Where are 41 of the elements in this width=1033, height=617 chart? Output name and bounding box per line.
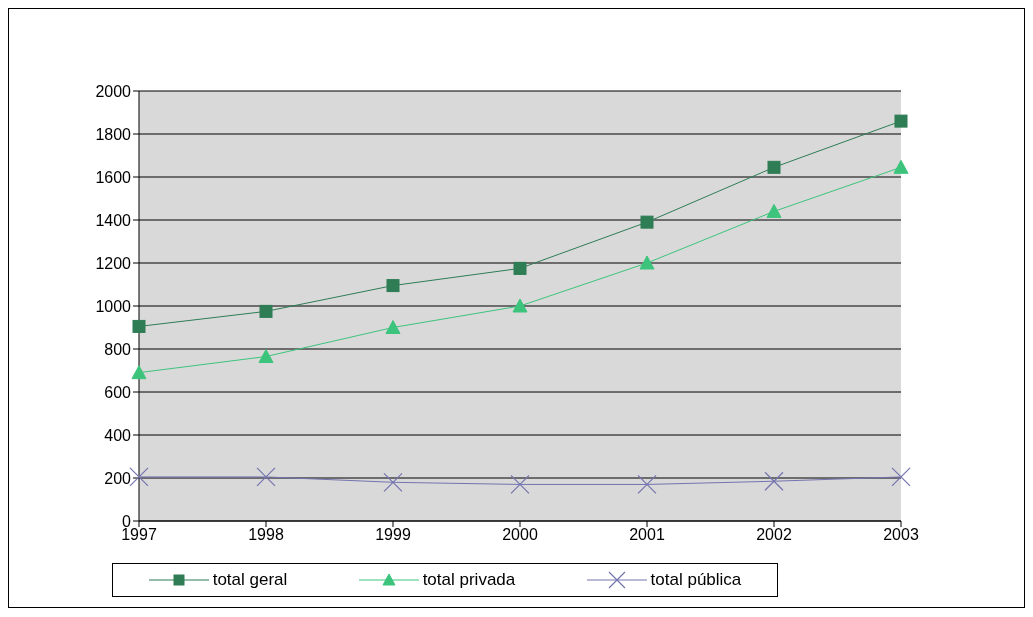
y-tick-label: 1400: [95, 211, 132, 229]
x-tick-label: 2001: [629, 526, 665, 544]
point: [766, 203, 782, 218]
legend-label: total pública: [650, 570, 742, 590]
point: [640, 215, 654, 229]
point: [386, 279, 400, 293]
point: [639, 255, 655, 270]
point: [385, 320, 401, 334]
legend-label: total privada: [422, 570, 516, 590]
x-tick-label: 2002: [756, 526, 792, 544]
point: [894, 114, 908, 128]
point: [259, 304, 273, 318]
y-tick-label: 1000: [95, 297, 132, 315]
x-tick-label: 2003: [883, 526, 919, 544]
point: [767, 160, 781, 174]
x-tick-label: 1998: [248, 526, 284, 544]
point: [510, 474, 530, 495]
point: [891, 467, 911, 487]
point: [893, 159, 909, 174]
point: [764, 471, 784, 491]
point: [512, 298, 528, 313]
point: [131, 365, 147, 380]
point: [256, 467, 276, 487]
y-tick-label: 600: [104, 383, 132, 401]
x-tick-label: 1999: [375, 526, 411, 544]
y-tick-label: 1600: [95, 168, 132, 186]
point: [637, 474, 657, 495]
y-tick-label: 800: [104, 340, 132, 358]
point: [383, 472, 403, 492]
point: [132, 319, 146, 333]
point: [513, 261, 527, 275]
y-tick-label: 400: [104, 426, 132, 444]
x-tick-label: 2000: [502, 526, 538, 544]
y-tick-label: 1200: [95, 254, 132, 272]
y-tick-label: 2000: [95, 82, 132, 100]
point: [129, 467, 149, 487]
point: [258, 349, 274, 364]
x-tick-label: 1997: [121, 526, 157, 544]
legend-label: total geral: [212, 570, 288, 590]
y-tick-label: 1800: [95, 125, 132, 143]
y-tick-label: 200: [104, 469, 132, 487]
